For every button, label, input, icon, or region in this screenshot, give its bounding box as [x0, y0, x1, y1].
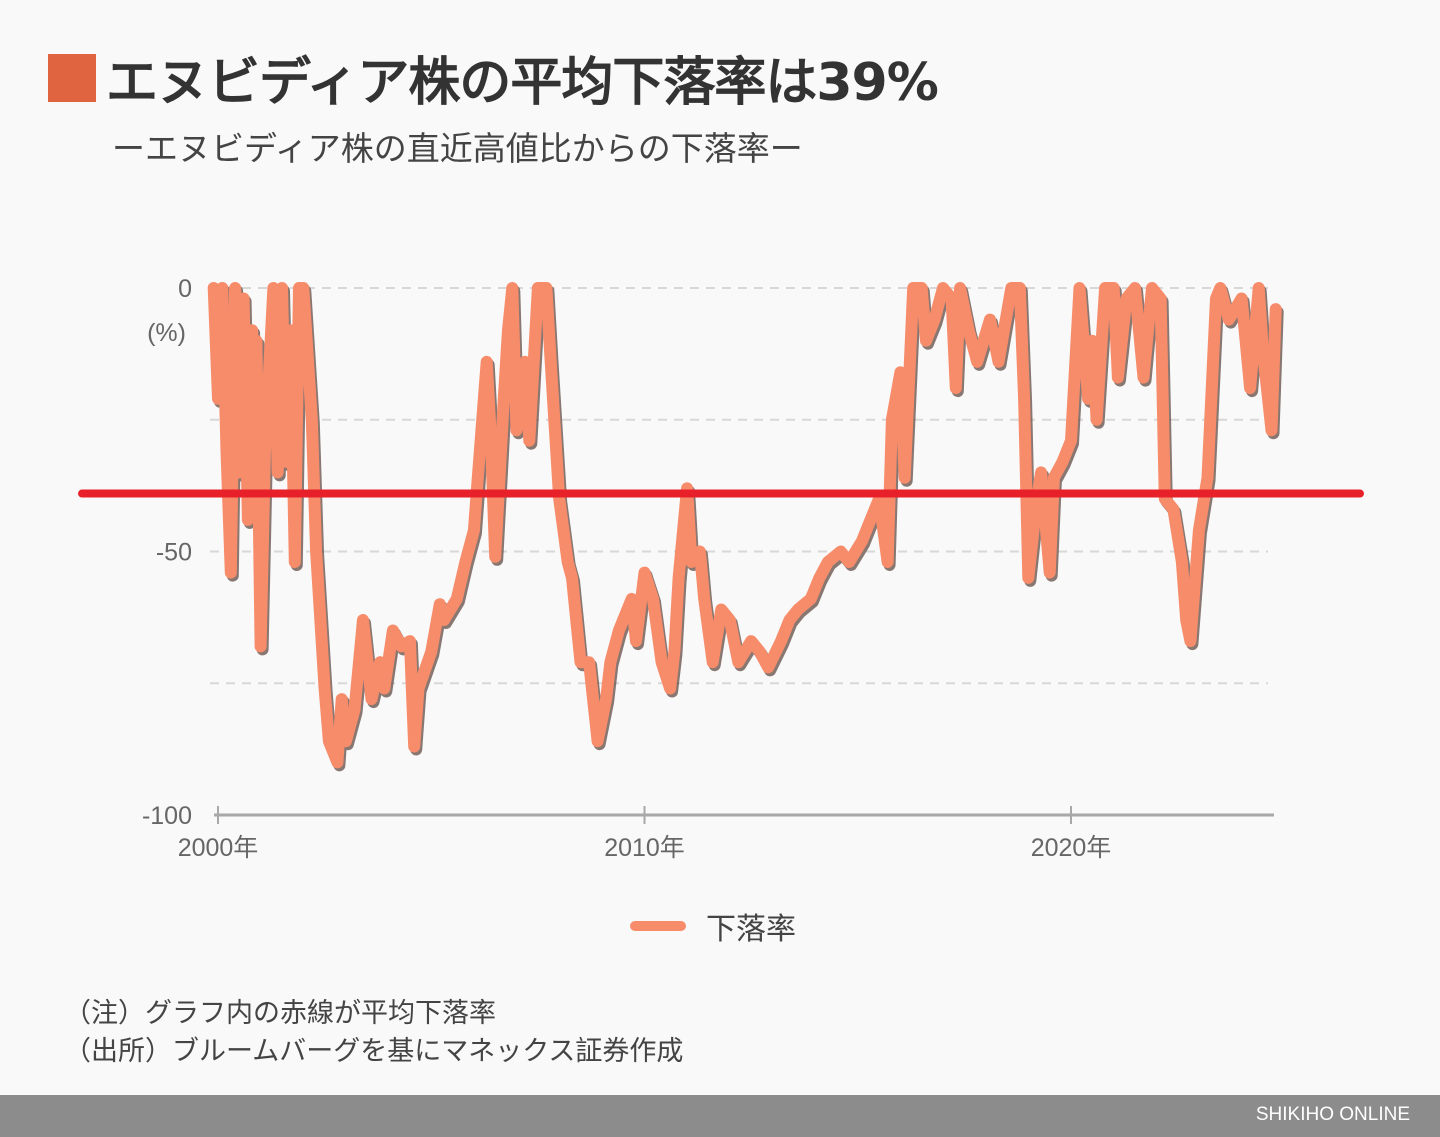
legend-label: 下落率	[706, 912, 796, 947]
title-marker-square	[48, 53, 96, 102]
legend-swatch	[630, 921, 686, 931]
chart-title-block: エヌビディア株の平均下落率は39%	[48, 40, 939, 115]
series-line-drawdown	[207, 282, 1282, 769]
x-tick-label: 2010年	[604, 834, 685, 862]
x-tick-label: 2000年	[178, 834, 259, 862]
y-tick-label: -100	[142, 802, 192, 830]
footer-brand: SHIKIHO ONLINE	[1255, 1104, 1410, 1125]
y-axis-unit: (%)	[147, 319, 186, 347]
chart-title: エヌビディア株の平均下落率は39%	[106, 53, 939, 113]
drawdown-chart: 0 -50 -100 (%) 2000年 2010年 2020年	[78, 275, 1364, 862]
x-tick-label: 2020年	[1031, 834, 1112, 862]
y-tick-label: -50	[156, 539, 192, 567]
y-tick-label: 0	[178, 275, 192, 303]
notes: （注）グラフ内の赤線が平均下落率 （出所）ブルームバーグを基にマネックス証券作成	[64, 995, 683, 1071]
legend: 下落率	[630, 904, 796, 948]
source-line: （出所）ブルームバーグを基にマネックス証券作成	[64, 1036, 684, 1067]
note-line: （注）グラフ内の赤線が平均下落率	[64, 998, 496, 1029]
footer-bar: SHIKIHO ONLINE	[0, 1095, 1440, 1137]
chart-subtitle: ーエヌビディア株の直近高値比からの下落率ー	[112, 129, 803, 168]
